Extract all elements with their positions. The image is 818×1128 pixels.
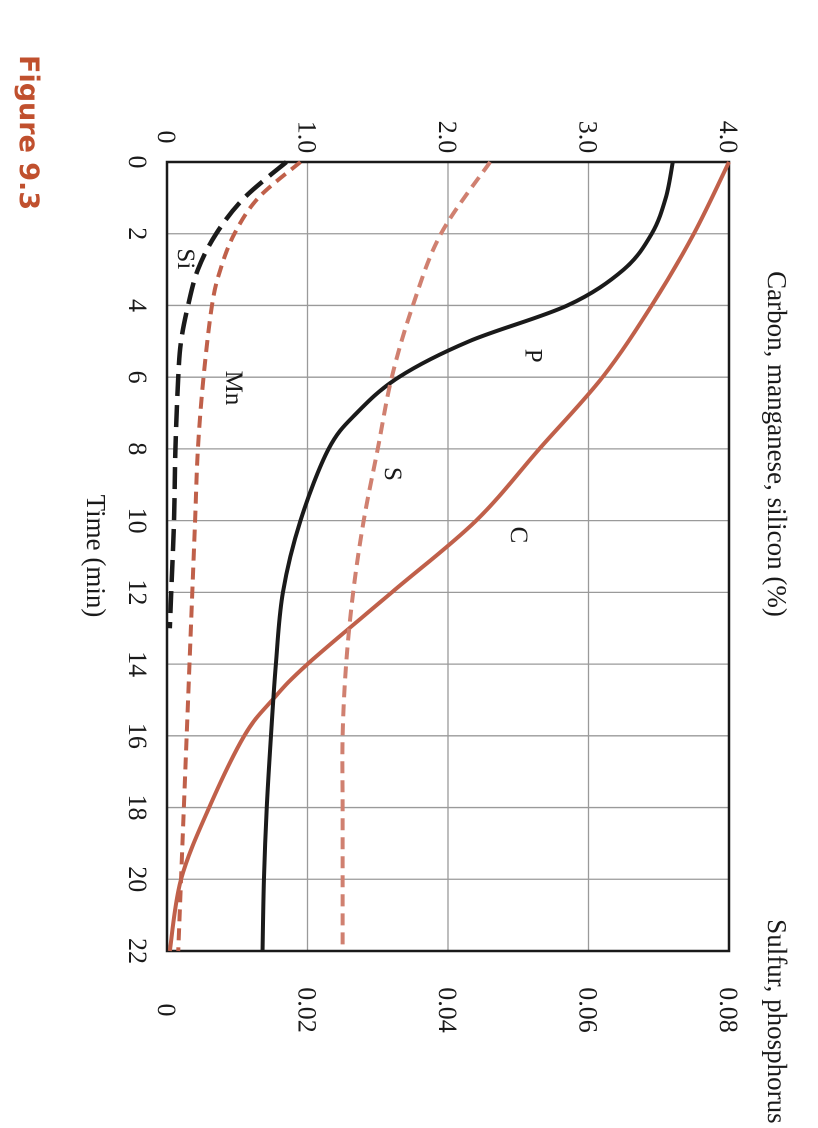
y-left-axis-title: Carbon, manganese, silicon (%)	[762, 271, 792, 617]
y-right-tick-label: 0	[152, 1004, 181, 1017]
series-label-mn: Mn	[220, 371, 247, 406]
series-label-s: S	[379, 467, 406, 481]
series-line-c	[167, 161, 731, 952]
figure-label: Figure 9.3	[13, 55, 44, 210]
x-tick-label: 20	[123, 866, 152, 892]
plot-frame	[165, 160, 731, 953]
x-axis-title: Time (min)	[81, 495, 111, 618]
y-left-tick-label: 4.0	[714, 121, 743, 154]
y-right-axis-title: Sulfur, phosphorus (%)	[762, 919, 792, 1128]
x-tick-label: 4	[123, 299, 152, 312]
x-tick-label: 12	[123, 579, 152, 605]
x-tick-label: 10	[123, 508, 152, 534]
x-tick-label: 14	[123, 651, 152, 677]
y-left-tick-label: 2.0	[433, 121, 462, 154]
x-tick-label: 0	[123, 156, 152, 169]
plot-area: 0 2 4 6 8 10 12 14 16 18 20 22 0 1.0 2.0 3.0 4.0 0 0.02 0.0…	[81, 121, 792, 1128]
x-tick-label: 22	[123, 938, 152, 964]
series-line-s	[340, 160, 492, 951]
series-label-p: P	[519, 349, 546, 363]
y-right-tick-label: 0.08	[714, 987, 743, 1033]
series-line-p	[260, 161, 675, 952]
y-right-tick-label: 0.02	[293, 987, 322, 1033]
x-tick-label: 6	[123, 371, 152, 384]
y-left-tick-label: 3.0	[574, 121, 603, 154]
x-tick-label: 8	[123, 442, 152, 455]
x-tick-label: 2	[123, 227, 152, 240]
y-right-tick-label: 0.06	[574, 987, 603, 1033]
series-line-si	[167, 160, 288, 629]
y-left-tick-label: 1.0	[293, 121, 322, 154]
x-tick-label: 16	[123, 723, 152, 749]
y-right-tick-label: 0.04	[433, 987, 462, 1033]
y-left-tick-label: 0	[152, 131, 181, 144]
series-label-c: C	[505, 527, 532, 544]
series-line-mn	[176, 160, 302, 952]
series-label-si: Si	[172, 248, 199, 269]
x-tick-label: 18	[123, 795, 152, 821]
